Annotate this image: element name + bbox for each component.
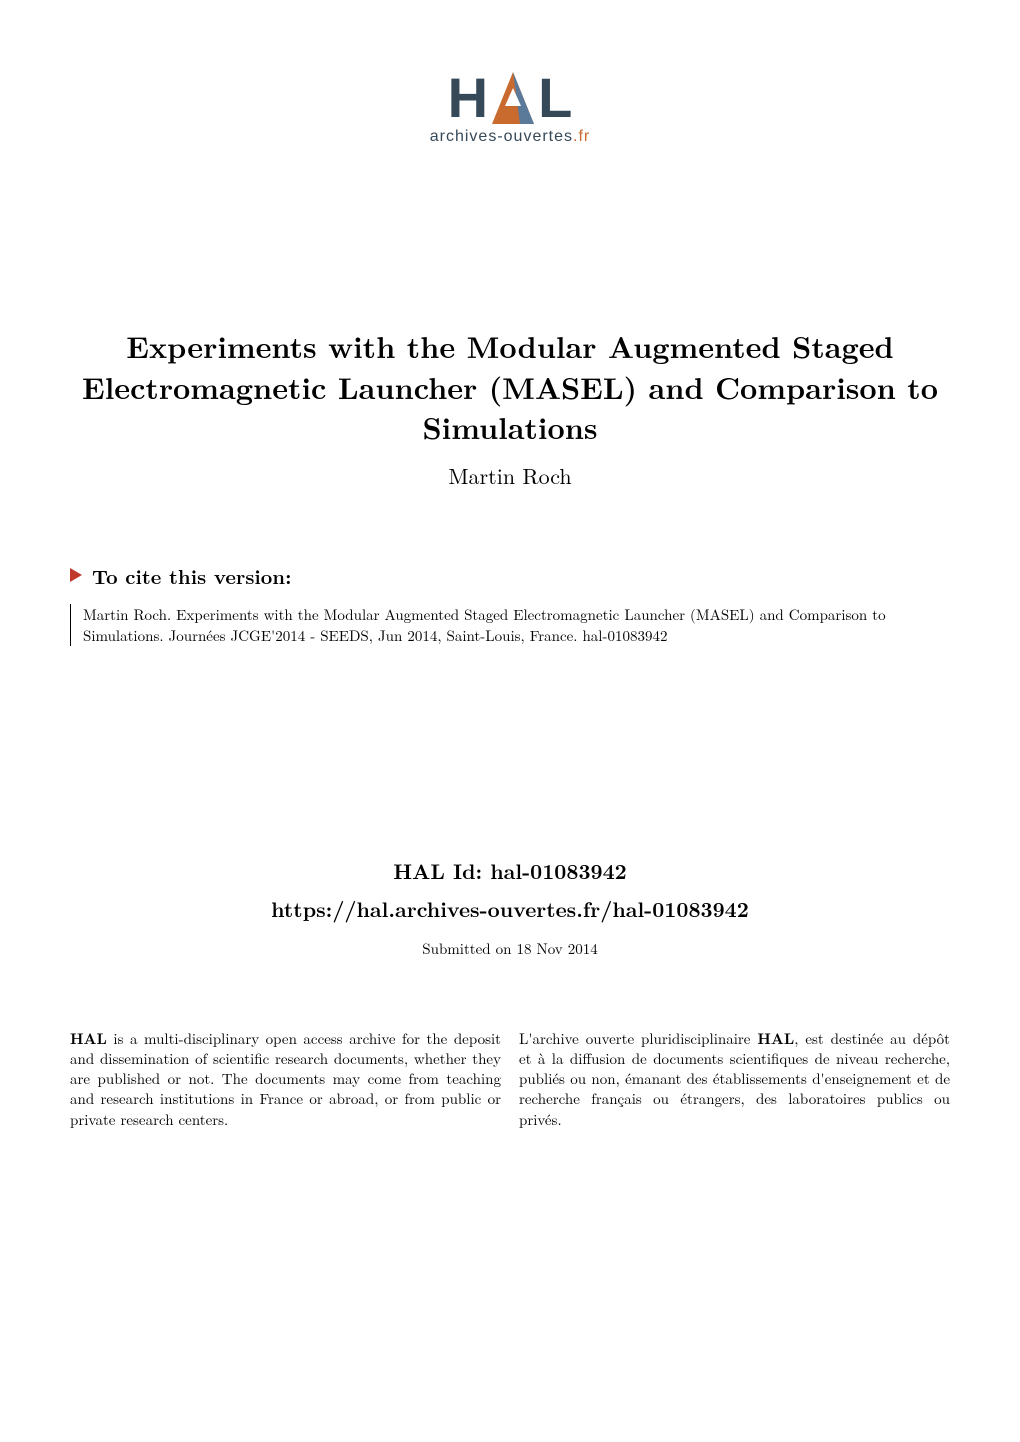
footer-right: L'archive ouverte pluridisciplinaire HAL… [519, 1029, 950, 1130]
logo-container: H L archives-ouvertes.fr [0, 0, 1020, 146]
footer-right-bold: HAL [757, 1028, 794, 1049]
hal-logo: H L archives-ouvertes.fr [430, 70, 591, 146]
paper-author: Martin Roch [40, 460, 980, 491]
footer-left: HAL is a multi-disciplinary open access … [70, 1029, 501, 1130]
triangle-icon [70, 568, 82, 582]
footer-right-pre: L'archive ouverte pluridisciplinaire [519, 1028, 757, 1049]
logo-letter-l: L [538, 70, 572, 126]
hal-url: https://hal.archives-ouvertes.fr/hal-010… [0, 894, 1020, 924]
citation-heading: To cite this version: [92, 561, 291, 590]
citation-body: Martin Roch. Experiments with the Modula… [70, 604, 950, 646]
logo-letters: H L [448, 70, 573, 126]
footer-left-text: is a multi-disciplinary open access arch… [70, 1028, 501, 1130]
paper-title: Experiments with the Modular Augmented S… [40, 326, 980, 448]
citation-header: To cite this version: [70, 561, 950, 590]
title-block: Experiments with the Modular Augmented S… [0, 326, 1020, 491]
logo-letter-a-icon [490, 70, 536, 126]
footer-left-bold: HAL [70, 1028, 107, 1049]
logo-subtitle: archives-ouvertes.fr [430, 128, 591, 146]
logo-subtitle-suffix: .fr [573, 128, 590, 145]
footer-columns: HAL is a multi-disciplinary open access … [0, 1029, 1020, 1130]
hal-id: HAL Id: hal-01083942 [0, 856, 1020, 886]
hal-id-block: HAL Id: hal-01083942 https://hal.archive… [0, 856, 1020, 959]
logo-subtitle-main: archives-ouvertes [430, 128, 573, 145]
logo-letter-h: H [448, 70, 488, 126]
submitted-date: Submitted on 18 Nov 2014 [0, 938, 1020, 959]
citation-block: To cite this version: Martin Roch. Exper… [0, 561, 1020, 646]
